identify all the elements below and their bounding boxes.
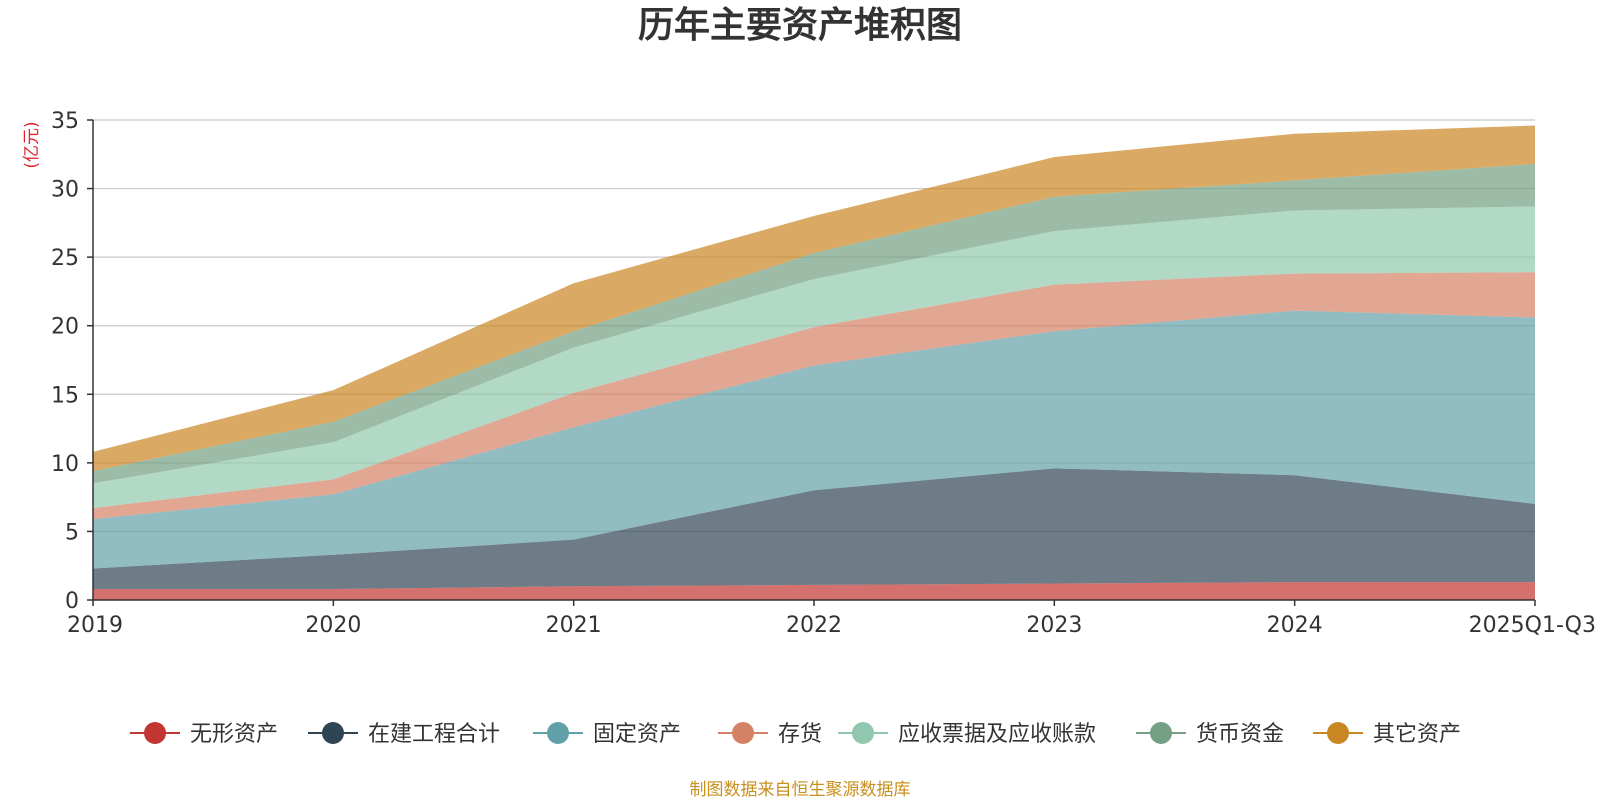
legend-marker [547, 722, 569, 744]
axes: 0 5 10 15 20 25 30 35 2019 2020 2021 2022 2023 2024 20… [51, 109, 1596, 638]
legend-item-4[interactable]: 存货 [718, 722, 822, 747]
data-source-note: 制图数据来自恒生聚源数据库 [690, 780, 911, 800]
legend-marker [322, 722, 344, 744]
legend-label: 其它资产 [1373, 722, 1461, 747]
legend-item-1[interactable]: 无形资产 [130, 722, 278, 747]
y-tick-label: 5 [65, 520, 79, 545]
legend-label: 货币资金 [1196, 722, 1284, 747]
y-tick-label: 15 [51, 383, 79, 408]
y-tick-label: 20 [51, 315, 79, 340]
legend-marker [852, 722, 874, 744]
legend-item-3[interactable]: 固定资产 [533, 722, 681, 747]
legend: 无形资产 在建工程合计 固定资产 存货 应收票据及应收账款 货币资金 其它资产 [130, 722, 1461, 747]
legend-item-7[interactable]: 其它资产 [1313, 722, 1461, 747]
chart-title: 历年主要资产堆积图 [638, 5, 962, 46]
legend-item-2[interactable]: 在建工程合计 [308, 722, 500, 747]
legend-marker [144, 722, 166, 744]
legend-item-6[interactable]: 货币资金 [1136, 722, 1284, 747]
area-series-4 [93, 272, 1535, 520]
legend-label: 存货 [778, 722, 822, 747]
x-tick-label: 2021 [546, 613, 602, 638]
y-tick-label: 35 [51, 109, 79, 134]
legend-label: 固定资产 [593, 722, 681, 747]
area-series-group [93, 125, 1535, 600]
x-tick-label: 2022 [786, 613, 842, 638]
y-axis-unit-label: (亿元) [22, 121, 42, 168]
legend-label: 应收票据及应收账款 [898, 722, 1096, 747]
x-tick-label: 2020 [305, 613, 361, 638]
area-series-3 [93, 310, 1535, 569]
x-tick-label: 2023 [1026, 613, 1082, 638]
area-series-1 [93, 582, 1535, 600]
area-series-2 [93, 468, 1535, 590]
y-tick-label: 30 [51, 178, 79, 203]
x-tick-label: 2024 [1267, 613, 1323, 638]
legend-marker [732, 722, 754, 744]
area-series-6 [93, 163, 1535, 484]
x-tick-label: 2019 [67, 613, 123, 638]
x-tick-label: 2025Q1-Q3 [1469, 613, 1596, 638]
legend-label: 在建工程合计 [368, 722, 500, 747]
legend-label: 无形资产 [190, 722, 278, 747]
legend-item-5[interactable]: 应收票据及应收账款 [838, 722, 1096, 747]
y-tick-label: 25 [51, 246, 79, 271]
area-series-7 [93, 125, 1535, 472]
y-tick-label: 0 [65, 589, 79, 614]
y-tick-label: 10 [51, 452, 79, 477]
legend-marker [1150, 722, 1172, 744]
legend-marker [1327, 722, 1349, 744]
area-series-5 [93, 206, 1535, 509]
